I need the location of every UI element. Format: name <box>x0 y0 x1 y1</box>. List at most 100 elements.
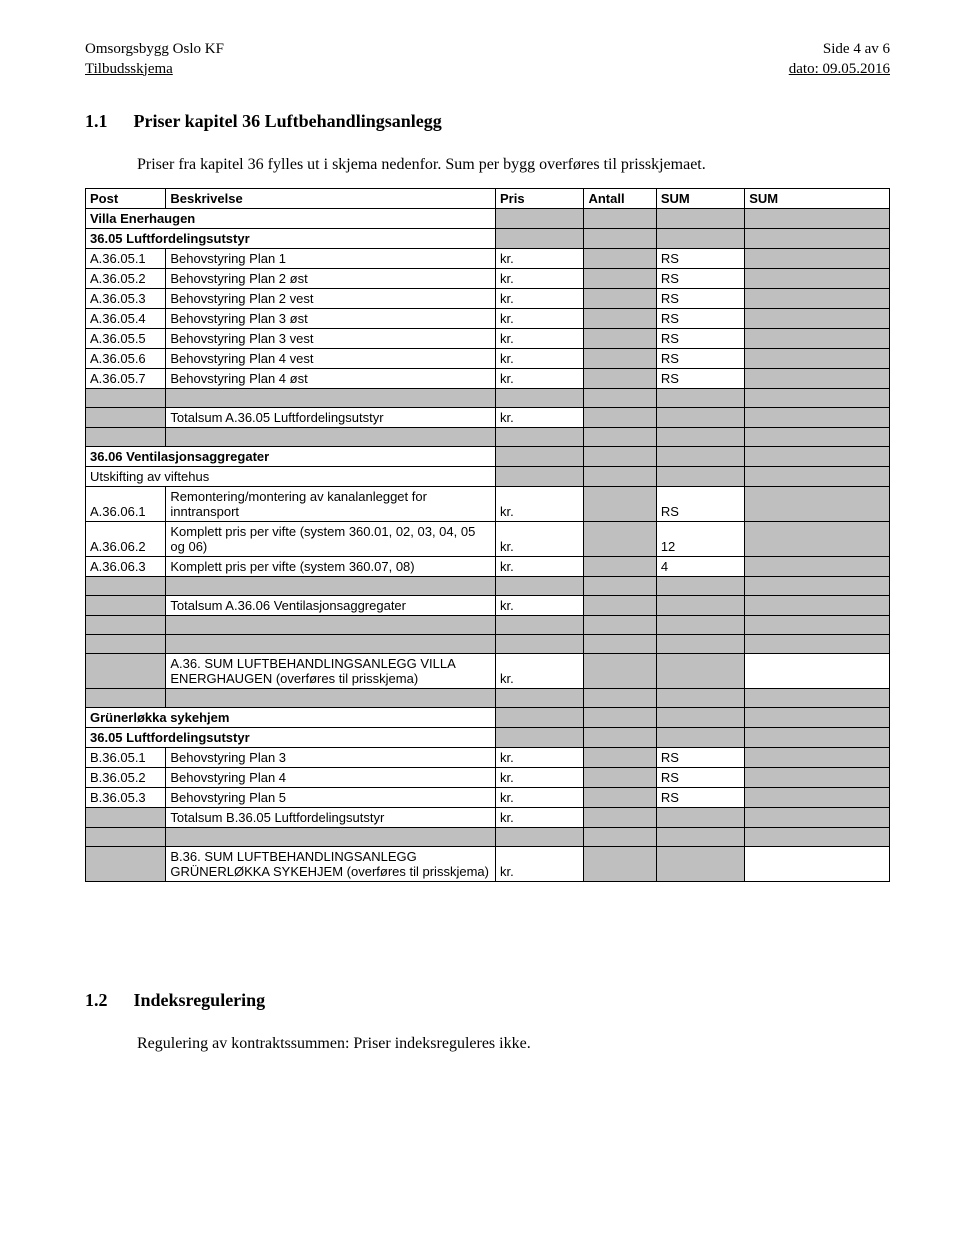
post-cell: B.36.05.3 <box>86 788 166 808</box>
section-1-2-number: 1.2 <box>85 990 129 1011</box>
post-cell: A.36.05.4 <box>86 309 166 329</box>
cell-shaded <box>745 808 890 828</box>
post-cell: A.36.06.3 <box>86 557 166 577</box>
col-pris: Pris <box>496 189 584 209</box>
cell-shaded <box>584 577 656 596</box>
table-row: A.36.05.1 Behovstyring Plan 1 kr. RS <box>86 249 890 269</box>
grunerlokka-heading-row: Grünerløkka sykehjem <box>86 708 890 728</box>
cell-shaded <box>166 616 496 635</box>
table-row: A.36.05.4 Behovstyring Plan 3 øst kr. RS <box>86 309 890 329</box>
villa-sec06-row: 36.06 Ventilasjonsaggregater <box>86 447 890 467</box>
section-1-2-heading: Indeksregulering <box>134 990 266 1010</box>
cell-shaded <box>745 467 890 487</box>
beskr-cell: Behovstyring Plan 4 øst <box>166 369 496 389</box>
table-row: A.36.06.2 Komplett pris per vifte (syste… <box>86 522 890 557</box>
cell-shaded <box>745 447 890 467</box>
beskr-cell: Behovstyring Plan 3 øst <box>166 309 496 329</box>
cell-shaded <box>745 487 890 522</box>
post-cell: B.36.05.2 <box>86 768 166 788</box>
pricing-table: Post Beskrivelse Pris Antall SUM SUM Vil… <box>85 188 890 882</box>
cell-shaded <box>584 369 656 389</box>
sum-label: B.36. SUM LUFTBEHANDLINGSANLEGG GRÜNERLØ… <box>166 847 496 882</box>
cell-shaded <box>86 847 166 882</box>
total-pris: kr. <box>496 408 584 428</box>
cell-shaded <box>584 309 656 329</box>
total-label: Totalsum A.36.06 Ventilasjonsaggregater <box>166 596 496 616</box>
cell-shaded <box>745 428 890 447</box>
cell-shaded <box>584 467 656 487</box>
cell-shaded <box>166 428 496 447</box>
cell-shaded <box>496 689 584 708</box>
cell-shaded <box>656 635 744 654</box>
cell-shaded <box>584 269 656 289</box>
header-left-1: Omsorgsbygg Oslo KF <box>85 40 224 60</box>
cell-shaded <box>656 428 744 447</box>
pris-cell: kr. <box>496 768 584 788</box>
cell-shaded <box>745 269 890 289</box>
col-beskr: Beskrivelse <box>166 189 496 209</box>
cell-shaded <box>166 828 496 847</box>
spacer-row <box>86 635 890 654</box>
cell-shaded <box>496 616 584 635</box>
antall-cell: 4 <box>656 557 744 577</box>
table-row: A.36.05.3 Behovstyring Plan 2 vest kr. R… <box>86 289 890 309</box>
cell-shaded <box>86 654 166 689</box>
grunerlokka-heading: Grünerløkka sykehjem <box>86 708 496 728</box>
total-pris: kr. <box>496 808 584 828</box>
cell-shaded <box>745 289 890 309</box>
cell-shaded <box>86 577 166 596</box>
cell-shaded <box>745 522 890 557</box>
cell-shaded <box>496 447 584 467</box>
cell-shaded <box>656 689 744 708</box>
total-label: Totalsum B.36.05 Luftfordelingsutstyr <box>166 808 496 828</box>
cell-shaded <box>584 596 656 616</box>
villa-sec06-sub-row: Utskifting av viftehus <box>86 467 890 487</box>
section-1-1-heading: Priser kapitel 36 Luftbehandlingsanlegg <box>134 111 442 131</box>
villa-sec05-row: 36.05 Luftfordelingsutstyr <box>86 229 890 249</box>
spacer-row <box>86 389 890 408</box>
pris-cell: kr. <box>496 522 584 557</box>
cell-shaded <box>496 428 584 447</box>
cell-shaded <box>584 748 656 768</box>
cell-shaded <box>656 447 744 467</box>
cell-shaded <box>745 557 890 577</box>
cell-shaded <box>745 788 890 808</box>
cell-shaded <box>86 596 166 616</box>
cell-shaded <box>584 616 656 635</box>
header-right-2: dato: 09.05.2016 <box>789 60 890 80</box>
cell-shaded <box>745 408 890 428</box>
sum-pris: kr. <box>496 654 584 689</box>
table-row: B.36.05.3 Behovstyring Plan 5 kr. RS <box>86 788 890 808</box>
cell-shaded <box>745 728 890 748</box>
antall-cell: RS <box>656 269 744 289</box>
table-row: B.36.05.1 Behovstyring Plan 3 kr. RS <box>86 748 890 768</box>
cell-shaded <box>86 635 166 654</box>
cell-shaded <box>584 408 656 428</box>
cell-shaded <box>745 616 890 635</box>
table-row: A.36.05.7 Behovstyring Plan 4 øst kr. RS <box>86 369 890 389</box>
cell-shaded <box>656 654 744 689</box>
section-1-2-body: Regulering av kontraktssummen: Priser in… <box>137 1035 890 1053</box>
spacer-row <box>86 616 890 635</box>
cell-shaded <box>656 828 744 847</box>
cell-shaded <box>584 428 656 447</box>
col-antall: Antall <box>584 189 656 209</box>
grunerlokka-sec05-row: 36.05 Luftfordelingsutstyr <box>86 728 890 748</box>
cell-shaded <box>656 616 744 635</box>
beskr-cell: Behovstyring Plan 2 vest <box>166 289 496 309</box>
total-row: Totalsum B.36.05 Luftfordelingsutstyr kr… <box>86 808 890 828</box>
antall-cell: 12 <box>656 522 744 557</box>
spacer <box>85 936 890 980</box>
cell-shaded <box>584 768 656 788</box>
cell-shaded <box>656 209 744 229</box>
cell-shaded <box>656 596 744 616</box>
beskr-cell: Remontering/montering av kanalanlegget f… <box>166 487 496 522</box>
cell-shaded <box>584 808 656 828</box>
post-cell: A.36.05.3 <box>86 289 166 309</box>
section-1-1-title: 1.1 Priser kapitel 36 Luftbehandlingsanl… <box>85 111 890 132</box>
cell-shaded <box>584 557 656 577</box>
cell-shaded <box>656 229 744 249</box>
antall-cell: RS <box>656 289 744 309</box>
pris-cell: kr. <box>496 269 584 289</box>
cell-shaded <box>584 522 656 557</box>
